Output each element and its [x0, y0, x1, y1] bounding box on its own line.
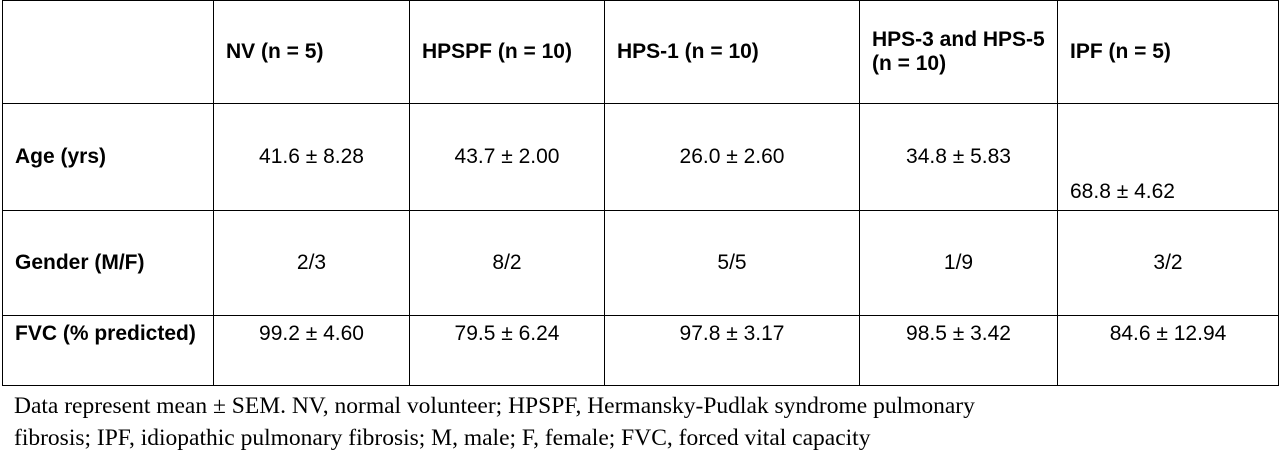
table-cell: 41.6 ± 8.28: [213, 103, 410, 211]
table-cell: 79.5 ± 6.24: [409, 315, 605, 386]
table-row: FVC (% predicted) 99.2 ± 4.60 79.5 ± 6.24 9…: [2, 315, 1279, 386]
row-header: Gender (M/F): [2, 210, 214, 316]
table-cell: 8/2: [409, 210, 605, 316]
footnote-line: Data represent mean ± SEM. NV, normal vo…: [14, 393, 975, 419]
table-row: Gender (M/F) 2/3 8/2 5/5 1/9 3/2: [2, 210, 1279, 316]
header-cell: [2, 0, 214, 104]
header-row: NV (n = 5) HPSPF (n = 10) HPS-1 (n = 10) HP…: [2, 0, 1279, 104]
header-cell: HPS-3 and HPS-5 (n = 10): [859, 0, 1058, 104]
table-row: Age (yrs) 41.6 ± 8.28 43.7 ± 2.00 26.0 ± 2.…: [2, 103, 1279, 211]
footnote-line: fibrosis; IPF, idiopathic pulmonary fibr…: [14, 425, 871, 451]
table-cell: 68.8 ± 4.62: [1057, 103, 1279, 211]
header-cell: HPS-1 (n = 10): [604, 0, 860, 104]
table-cell: 26.0 ± 2.60: [604, 103, 860, 211]
table-cell: 5/5: [604, 210, 860, 316]
data-table: NV (n = 5) HPSPF (n = 10) HPS-1 (n = 10) HP…: [2, 0, 1279, 386]
table-cell: 43.7 ± 2.00: [409, 103, 605, 211]
table-cell: 84.6 ± 12.94: [1057, 315, 1279, 386]
table-cell: 1/9: [859, 210, 1058, 316]
row-header: Age (yrs): [2, 103, 214, 211]
table-cell: 2/3: [213, 210, 410, 316]
table-cell: 98.5 ± 3.42: [859, 315, 1058, 386]
header-cell: NV (n = 5): [213, 0, 410, 104]
table-cell: 99.2 ± 4.60: [213, 315, 410, 386]
table-cell: 97.8 ± 3.17: [604, 315, 860, 386]
header-cell: HPSPF (n = 10): [409, 0, 605, 104]
footnote: Data represent mean ± SEM. NV, normal vo…: [14, 390, 975, 454]
table-cell: 3/2: [1057, 210, 1279, 316]
row-header: FVC (% predicted): [2, 315, 214, 386]
header-cell: IPF (n = 5): [1057, 0, 1279, 104]
table-cell: 34.8 ± 5.83: [859, 103, 1058, 211]
